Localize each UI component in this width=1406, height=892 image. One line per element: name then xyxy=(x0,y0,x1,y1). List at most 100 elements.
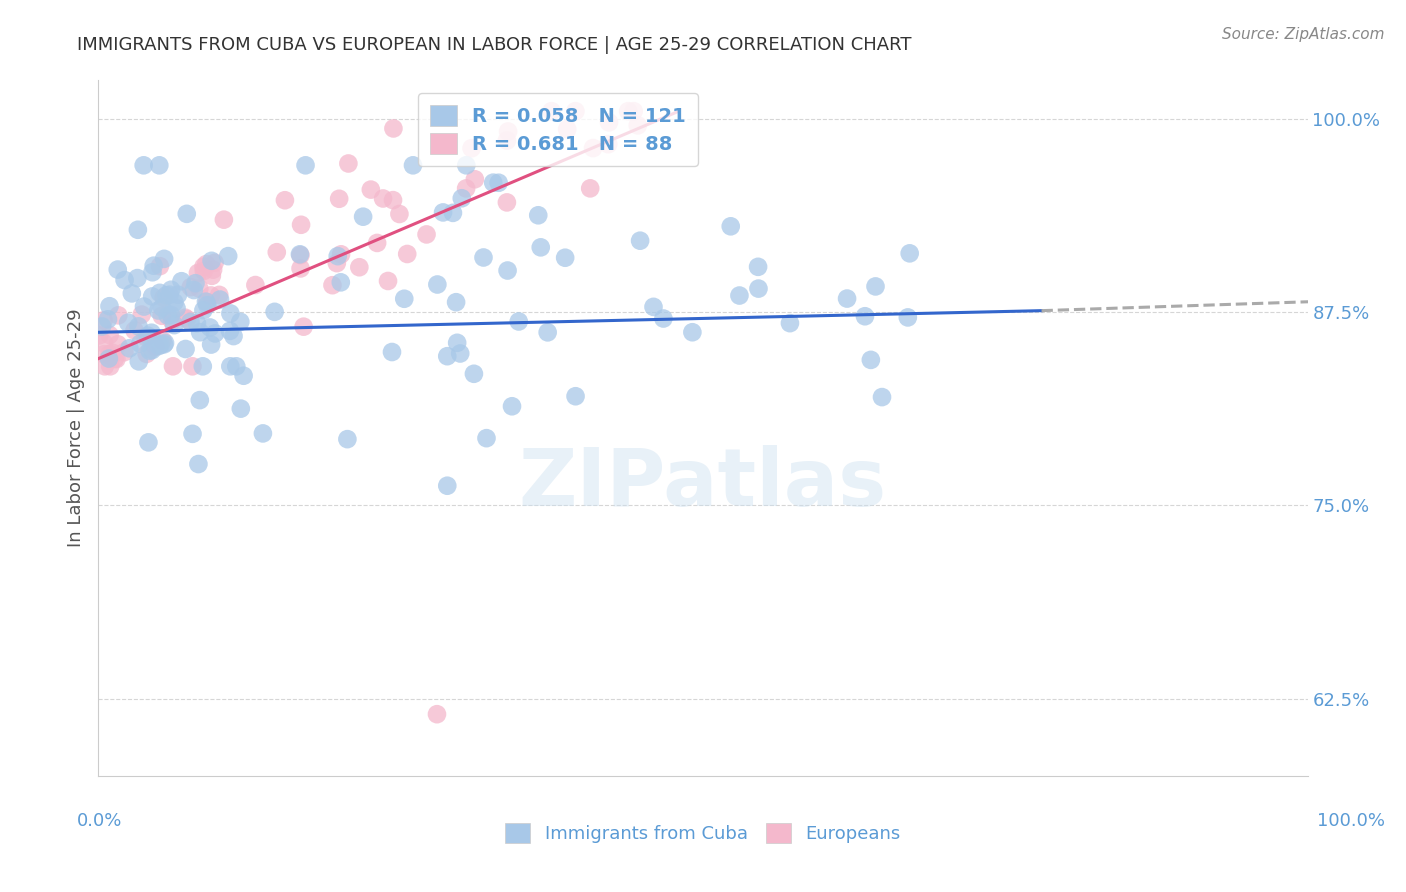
Point xyxy=(142,259,165,273)
Point xyxy=(127,319,149,334)
Point xyxy=(198,320,221,334)
Point xyxy=(415,227,437,242)
Point xyxy=(564,389,586,403)
Point xyxy=(402,158,425,172)
Point xyxy=(508,314,530,328)
Point xyxy=(174,310,197,325)
Point xyxy=(328,192,350,206)
Point xyxy=(326,249,349,263)
Point xyxy=(450,191,472,205)
Point xyxy=(426,277,449,292)
Point xyxy=(136,328,159,343)
Point xyxy=(131,308,153,322)
Point xyxy=(170,274,193,288)
Point xyxy=(98,359,121,374)
Point xyxy=(132,158,155,172)
Point xyxy=(643,300,665,314)
Point xyxy=(527,208,550,222)
Point xyxy=(98,299,121,313)
Point xyxy=(187,457,209,471)
Point xyxy=(183,283,205,297)
Point xyxy=(195,257,218,271)
Y-axis label: In Labor Force | Age 25-29: In Labor Force | Age 25-29 xyxy=(66,309,84,548)
Point xyxy=(191,359,214,374)
Point xyxy=(496,263,519,277)
Point xyxy=(720,219,742,234)
Point xyxy=(229,401,252,416)
Point xyxy=(219,324,242,338)
Point xyxy=(195,298,218,312)
Point xyxy=(482,176,505,190)
Text: ZIPatlas: ZIPatlas xyxy=(519,445,887,523)
Point xyxy=(496,195,519,210)
Point xyxy=(288,247,311,261)
Point xyxy=(681,325,703,339)
Point xyxy=(382,121,405,136)
Point xyxy=(163,295,186,310)
Point xyxy=(156,309,179,323)
Point xyxy=(853,310,876,324)
Point xyxy=(779,316,801,330)
Point xyxy=(149,285,172,300)
Point xyxy=(652,311,675,326)
Point xyxy=(141,265,163,279)
Point xyxy=(143,340,166,354)
Point xyxy=(222,329,245,343)
Text: Source: ZipAtlas.com: Source: ZipAtlas.com xyxy=(1222,27,1385,42)
Point xyxy=(188,281,211,295)
Point xyxy=(564,104,586,119)
Point xyxy=(252,426,274,441)
Point xyxy=(193,303,215,318)
Point xyxy=(865,279,887,293)
Point xyxy=(446,335,468,350)
Point xyxy=(208,293,231,307)
Point xyxy=(266,245,288,260)
Point xyxy=(180,280,202,294)
Point xyxy=(176,207,198,221)
Point xyxy=(217,249,239,263)
Point xyxy=(179,315,201,329)
Point xyxy=(107,337,129,351)
Point xyxy=(124,323,146,337)
Point xyxy=(193,260,215,274)
Point xyxy=(382,193,405,207)
Point xyxy=(475,431,498,445)
Legend: Immigrants from Cuba, Europeans: Immigrants from Cuba, Europeans xyxy=(498,816,908,850)
Point xyxy=(432,205,454,219)
Point xyxy=(152,334,174,348)
Point xyxy=(321,278,343,293)
Point xyxy=(188,325,211,339)
Point xyxy=(181,359,204,374)
Point xyxy=(294,158,316,172)
Point xyxy=(118,341,141,355)
Point xyxy=(598,115,620,129)
Point xyxy=(617,104,640,119)
Point xyxy=(141,289,163,303)
Point xyxy=(97,312,120,326)
Point xyxy=(441,206,464,220)
Point xyxy=(100,350,122,364)
Point xyxy=(152,291,174,305)
Point xyxy=(352,210,374,224)
Point xyxy=(225,359,247,374)
Point xyxy=(148,339,170,353)
Point xyxy=(579,181,602,195)
Point xyxy=(456,181,478,195)
Text: 0.0%: 0.0% xyxy=(77,812,122,830)
Point xyxy=(290,261,312,276)
Point xyxy=(212,212,235,227)
Point xyxy=(337,156,360,170)
Point xyxy=(728,288,751,302)
Point xyxy=(129,336,152,351)
Point xyxy=(101,346,124,360)
Point xyxy=(138,343,160,358)
Point xyxy=(245,278,267,293)
Point xyxy=(128,354,150,368)
Point xyxy=(623,104,645,119)
Point xyxy=(460,141,482,155)
Point xyxy=(162,359,184,374)
Point xyxy=(127,271,149,285)
Point xyxy=(200,253,222,268)
Point xyxy=(360,183,382,197)
Point xyxy=(97,351,120,366)
